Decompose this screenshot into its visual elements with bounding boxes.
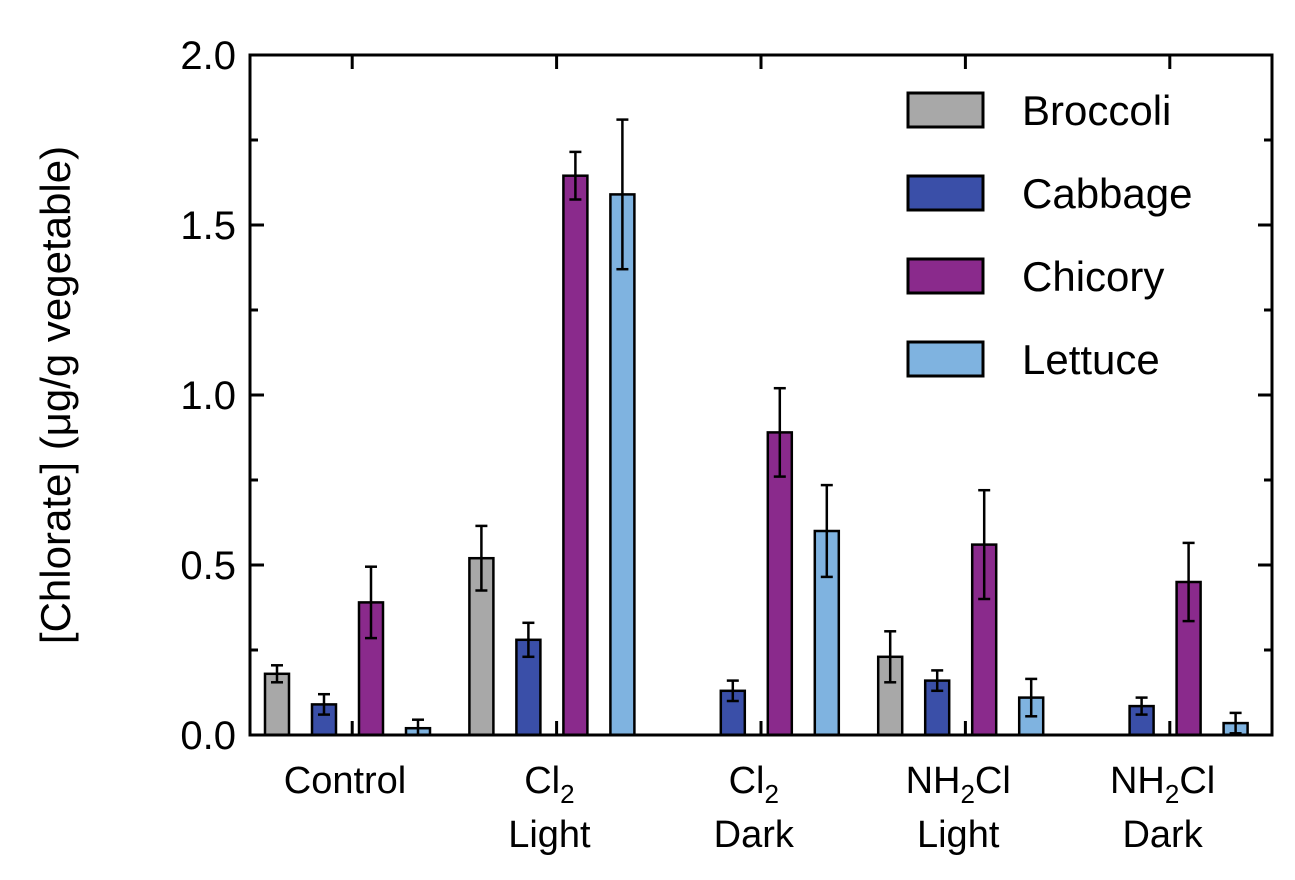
category-subscript: 2: [960, 779, 974, 809]
plot-border: [248, 53, 1274, 737]
y-tick-label: 1.5: [180, 204, 236, 248]
bar-broccoli: [876, 655, 904, 737]
category-main: NH: [1110, 760, 1165, 802]
category-main: NH: [906, 760, 961, 802]
y-axis-ticks: 0.0 0.5 1.0 1.5 2.0: [180, 34, 1272, 758]
legend: Broccoli Cabbage Chicory Lettuce: [906, 87, 1192, 383]
x-category-label-line1: Cl2: [729, 760, 779, 809]
plot-frame: [248, 53, 1274, 737]
legend-swatch-cabbage: [906, 174, 985, 212]
legend-swatch-chicory: [906, 257, 985, 295]
legend-swatch-broccoli: [906, 91, 985, 129]
legend-label-lettuce: Lettuce: [1022, 336, 1160, 383]
bar-chicory: [562, 174, 589, 737]
y-tick-label: 2.0: [180, 34, 236, 78]
category-main-cont: Cl: [1179, 760, 1215, 802]
y-tick-label: 1.0: [180, 374, 236, 418]
x-category-label-line2: Light: [917, 814, 1000, 856]
y-axis-title: [Chlorate] (μg/g vegetable): [32, 146, 79, 644]
category-main: Cl: [524, 760, 560, 802]
x-category-label-line2: Dark: [1122, 814, 1203, 856]
bar-chicory: [766, 431, 794, 737]
category-main: Control: [284, 760, 407, 802]
category-subscript: 2: [560, 779, 574, 809]
x-category-label-line2: Light: [508, 814, 591, 856]
x-category-label-line1: Control: [284, 760, 407, 802]
x-category-label-line1: NH2Cl: [906, 760, 1011, 809]
category-main: Cl: [729, 760, 765, 802]
x-category-label-line1: Cl2: [524, 760, 574, 809]
legend-label-cabbage: Cabbage: [1022, 170, 1192, 217]
category-subscript: 2: [1165, 779, 1179, 809]
category-main-cont: Cl: [975, 760, 1011, 802]
x-axis-category-labels: Control Cl2LightCl2DarkNH2ClLightNH2ClDar…: [284, 760, 1215, 856]
category-subscript: 2: [765, 779, 779, 809]
legend-label-chicory: Chicory: [1022, 253, 1164, 300]
x-category-label-line2: Dark: [714, 814, 795, 856]
bars-layer: [263, 118, 1249, 737]
y-tick-label: 0.0: [180, 714, 236, 758]
minor-ticks: [250, 55, 1272, 735]
legend-swatch-lettuce: [906, 340, 985, 378]
legend-label-broccoli: Broccoli: [1022, 87, 1171, 134]
y-tick-label: 0.5: [180, 544, 236, 588]
bar-lettuce: [609, 193, 636, 737]
x-category-label-line1: NH2Cl: [1110, 760, 1215, 809]
